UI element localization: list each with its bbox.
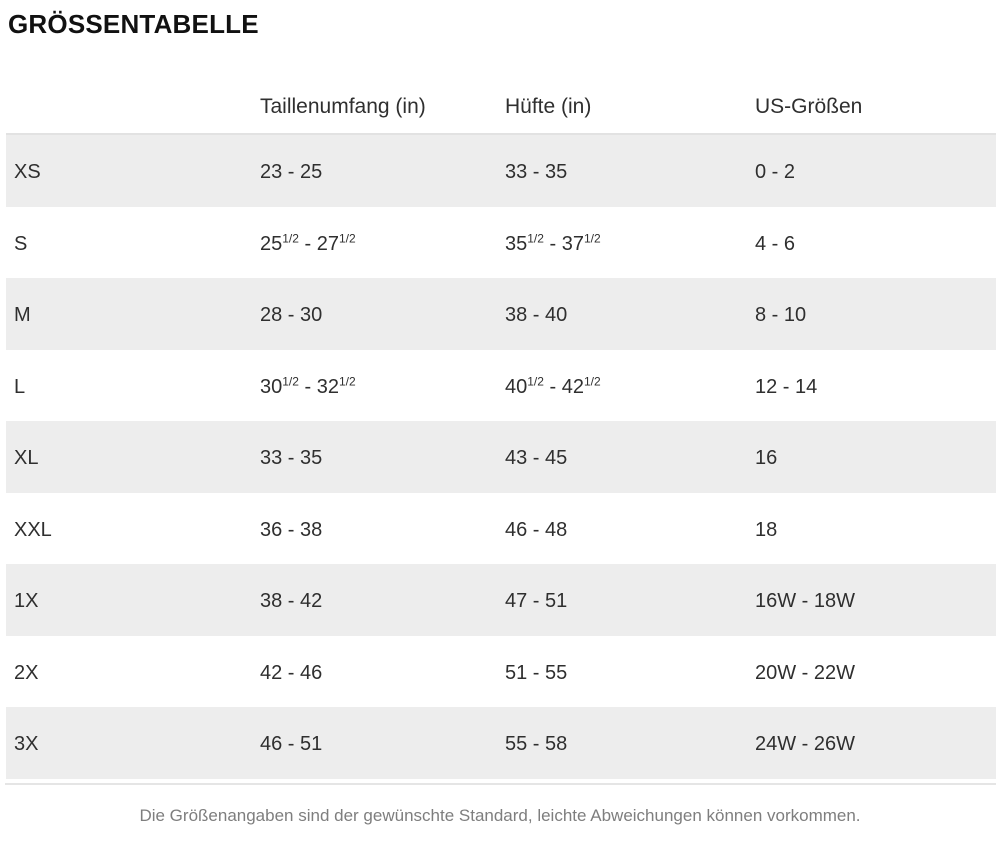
size-cell: XS (14, 161, 41, 184)
us-size-cell: 16W - 18W (755, 590, 856, 613)
table-row: L 301/2 - 321/2 401/2 - 421/2 12 - 14 (6, 350, 996, 422)
table-body: XS 23 - 25 33 - 35 0 - 2 S 251/2 - 271/2… (6, 135, 996, 779)
hip-cell: 46 - 48 (505, 518, 568, 541)
hip-cell: 33 - 35 (505, 161, 568, 184)
us-size-cell: 4 - 6 (755, 232, 796, 255)
size-cell: L (14, 375, 26, 398)
waist-cell: 46 - 51 (260, 733, 323, 756)
waist-cell: 42 - 46 (260, 661, 323, 684)
hip-cell: 43 - 45 (505, 447, 568, 470)
waist-cell: 251/2 - 271/2 (260, 231, 356, 255)
table-row: XL 33 - 35 43 - 45 16 (6, 421, 996, 493)
hip-cell: 55 - 58 (505, 733, 568, 756)
waist-cell: 28 - 30 (260, 304, 323, 327)
waist-cell: 33 - 35 (260, 447, 323, 470)
size-cell: 1X (14, 590, 39, 613)
table-row: S 251/2 - 271/2 351/2 - 371/2 4 - 6 (6, 207, 996, 279)
us-size-cell: 0 - 2 (755, 161, 796, 184)
size-cell: M (14, 304, 31, 327)
table-row: 3X 46 - 51 55 - 58 24W - 26W (6, 707, 996, 779)
hip-cell: 51 - 55 (505, 661, 568, 684)
hip-cell: 38 - 40 (505, 304, 568, 327)
size-cell: 3X (14, 733, 39, 756)
size-cell: XL (14, 447, 39, 470)
page-title: GRÖSSENTABELLE (8, 9, 259, 39)
us-size-cell: 12 - 14 (755, 375, 818, 398)
waist-cell: 36 - 38 (260, 518, 323, 541)
hip-cell: 47 - 51 (505, 590, 568, 613)
table-row: M 28 - 30 38 - 40 8 - 10 (6, 278, 996, 350)
table-header-row: Taillenumfang (in) Hüfte (in) US-Größen (6, 42, 996, 135)
table-row: 1X 38 - 42 47 - 51 16W - 18W (6, 564, 996, 636)
size-cell: 2X (14, 661, 39, 684)
column-header-hip: Hüfte (in) (505, 95, 592, 118)
size-disclaimer: Die Größenangaben sind der gewünschte St… (139, 805, 861, 825)
waist-cell: 38 - 42 (260, 590, 323, 613)
size-table: Taillenumfang (in) Hüfte (in) US-Größen … (6, 42, 996, 779)
hip-cell: 351/2 - 371/2 (505, 231, 601, 255)
column-header-us-sizes: US-Größen (755, 95, 863, 118)
size-cell: S (14, 232, 28, 255)
size-cell: XXL (14, 518, 52, 541)
table-row: XS 23 - 25 33 - 35 0 - 2 (6, 135, 996, 207)
us-size-cell: 8 - 10 (755, 304, 807, 327)
us-size-cell: 20W - 22W (755, 661, 856, 684)
waist-cell: 23 - 25 (260, 161, 323, 184)
column-header-waist: Taillenumfang (in) (260, 95, 426, 118)
us-size-cell: 18 (755, 518, 778, 541)
hip-cell: 401/2 - 421/2 (505, 374, 601, 398)
footer-divider (5, 782, 996, 785)
waist-cell: 301/2 - 321/2 (260, 374, 356, 398)
us-size-cell: 16 (755, 447, 778, 470)
us-size-cell: 24W - 26W (755, 733, 856, 756)
table-row: XXL 36 - 38 46 - 48 18 (6, 493, 996, 565)
table-row: 2X 42 - 46 51 - 55 20W - 22W (6, 636, 996, 708)
